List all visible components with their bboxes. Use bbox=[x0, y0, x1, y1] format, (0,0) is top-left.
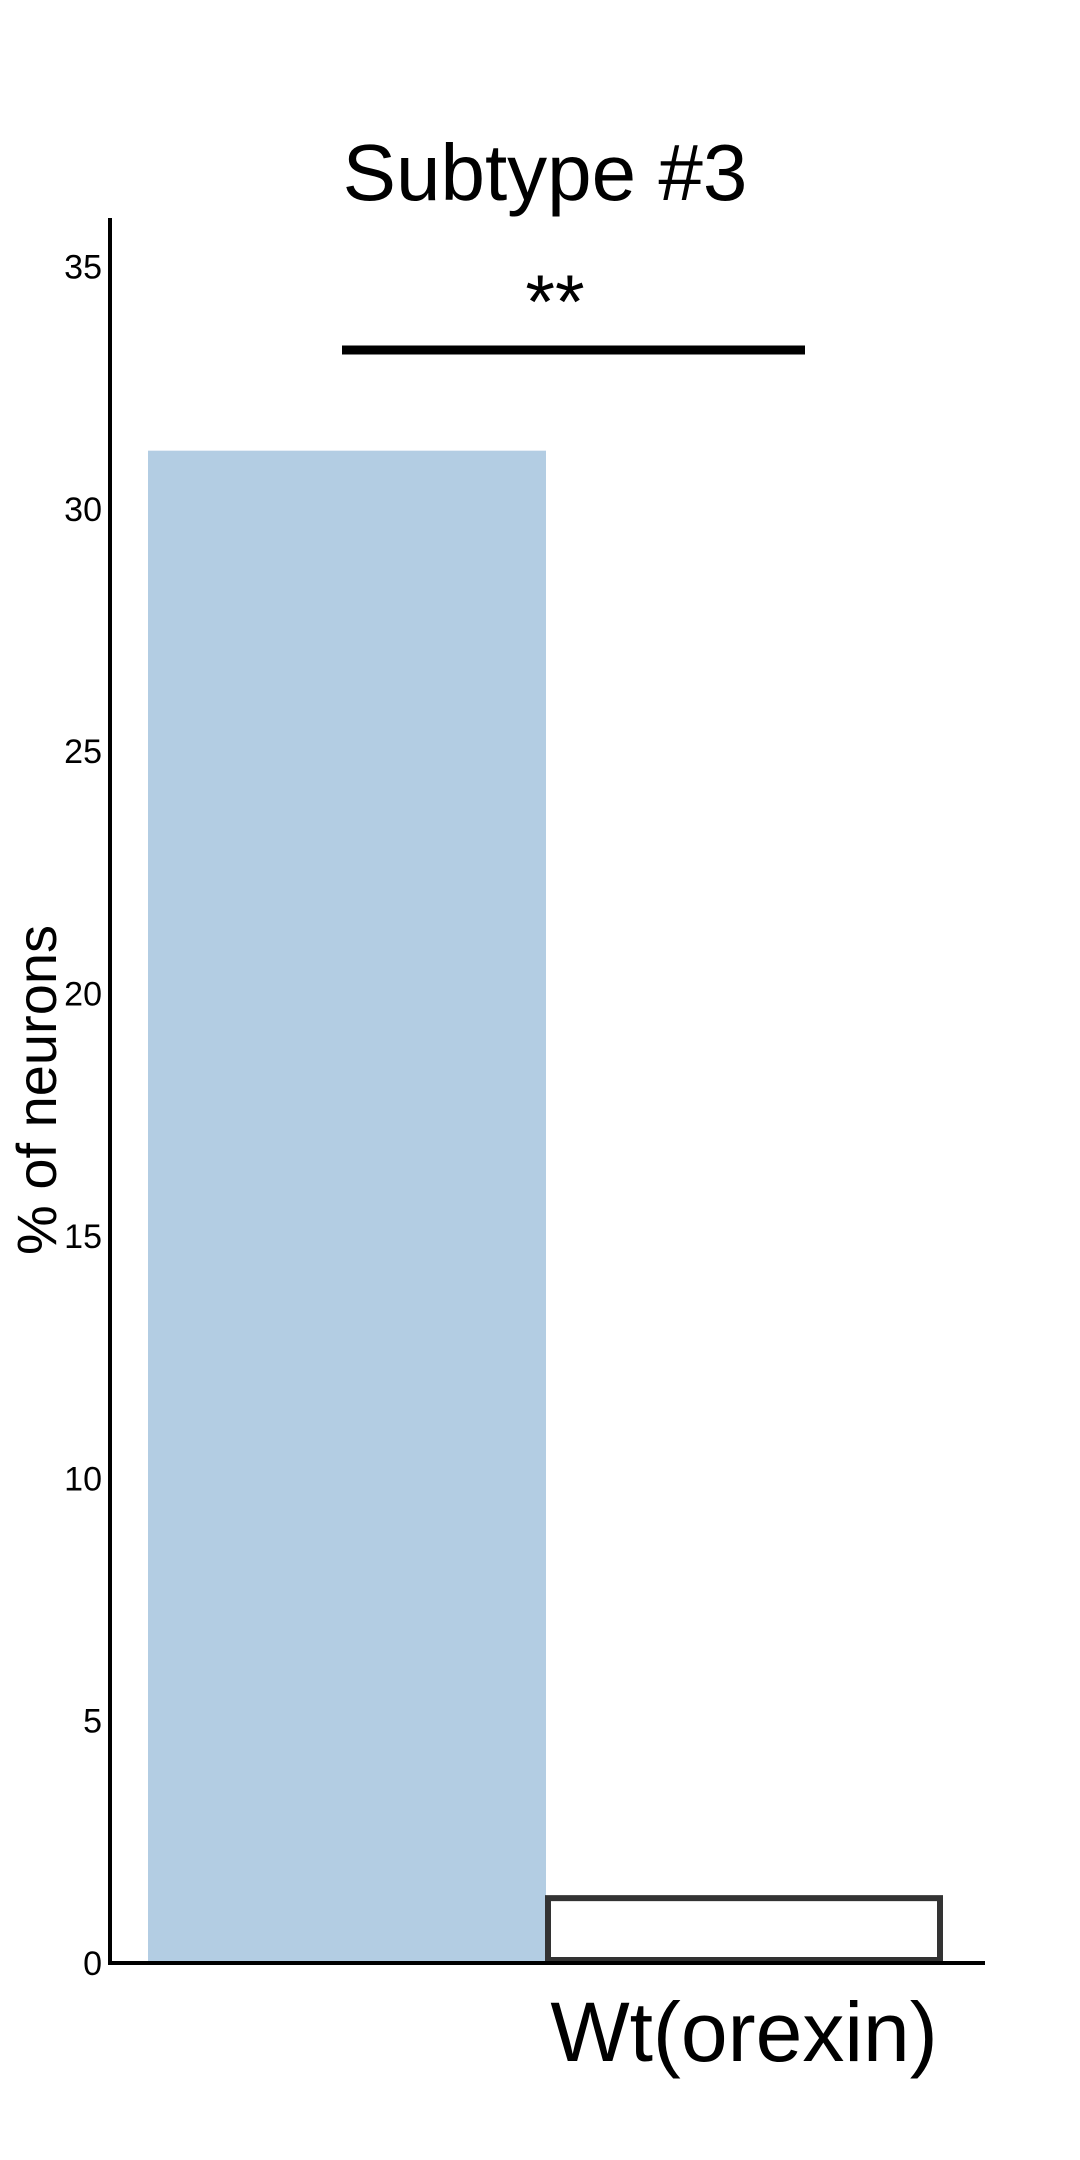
y-tick-label: 0 bbox=[83, 1945, 102, 1983]
significance-label: ** bbox=[525, 260, 584, 345]
y-tick-label: 10 bbox=[64, 1460, 102, 1498]
significance-annotation: ** bbox=[342, 260, 805, 355]
chart-title: Subtype #3 bbox=[343, 128, 748, 217]
y-tick-label: 5 bbox=[83, 1703, 102, 1741]
x-tick-label: Wt(orexin) bbox=[550, 1985, 937, 2079]
y-tick-label: 35 bbox=[64, 248, 102, 286]
y-tick-label: 25 bbox=[64, 733, 102, 771]
bar bbox=[545, 1895, 943, 1964]
bar bbox=[148, 450, 546, 1964]
y-tick-label: 20 bbox=[64, 976, 102, 1014]
bars bbox=[148, 450, 943, 1964]
y-axis-label: % of neurons bbox=[5, 925, 68, 1255]
y-tick-label: 15 bbox=[64, 1218, 102, 1256]
y-axis-ticks: 0 5 10 15 20 25 30 35 bbox=[64, 248, 102, 1983]
category-labels: Wt(orexin) bbox=[550, 1985, 937, 2079]
y-tick-label: 30 bbox=[64, 491, 102, 529]
